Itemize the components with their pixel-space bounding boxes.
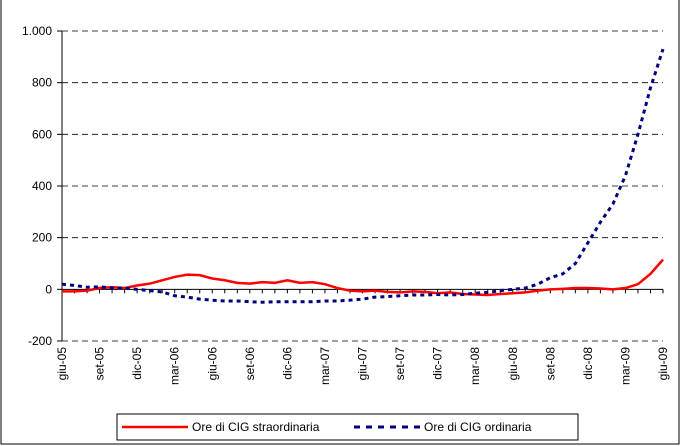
y-tick-label: 200 xyxy=(32,231,52,245)
legend-label: Ore di CIG straordinaria xyxy=(192,420,320,434)
y-tick-label: 1.000 xyxy=(22,24,52,38)
x-tick-label: set-05 xyxy=(93,347,107,381)
y-tick-label: 600 xyxy=(32,127,52,141)
x-tick-label: giu-07 xyxy=(356,347,370,381)
x-tick-label: giu-08 xyxy=(506,347,520,381)
x-tick-label: giu-09 xyxy=(656,347,670,381)
x-tick-label: giu-06 xyxy=(205,347,219,381)
x-tick-label: set-08 xyxy=(543,347,557,381)
series-line xyxy=(62,258,664,297)
x-tick-label: dic-05 xyxy=(130,347,144,380)
x-tick-label: giu-05 xyxy=(55,347,69,381)
x-tick-label: dic-07 xyxy=(431,347,445,380)
x-tick-label: mar-07 xyxy=(318,347,332,385)
y-tick-label: 800 xyxy=(32,76,52,90)
y-tick-label: -200 xyxy=(28,334,52,348)
x-tick-label: set-06 xyxy=(243,347,257,381)
legend-box xyxy=(116,413,579,441)
x-tick-label: mar-08 xyxy=(468,347,482,385)
y-tick-label: 400 xyxy=(32,179,52,193)
series-line xyxy=(61,48,665,304)
x-tick-label: mar-06 xyxy=(168,347,182,385)
legend-label: Ore di CIG ordinaria xyxy=(424,420,532,434)
x-tick-label: set-07 xyxy=(393,347,407,381)
y-tick-label: 0 xyxy=(45,282,52,296)
x-tick-label: mar-09 xyxy=(618,347,632,385)
x-tick-label: dic-08 xyxy=(581,347,595,380)
x-tick-label: dic-06 xyxy=(280,347,294,380)
